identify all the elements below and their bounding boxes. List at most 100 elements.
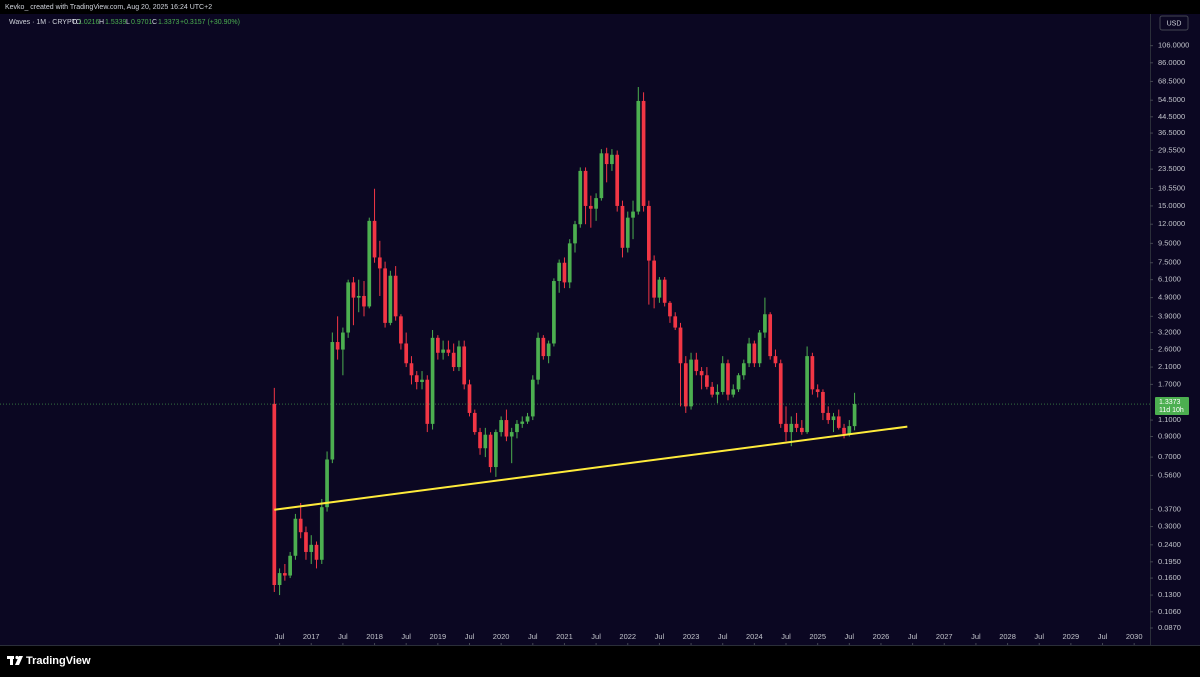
ohlc-value: 1.3373 [158, 19, 180, 26]
candle-body [736, 375, 741, 390]
candle-body [451, 352, 456, 368]
y-tick-label: 0.0870 [1158, 623, 1181, 632]
candle-body [799, 427, 804, 433]
candle-body [620, 205, 625, 248]
y-tick-label: 68.5000 [1158, 76, 1185, 85]
candle-body [815, 389, 820, 392]
y-tick-label: 2.6000 [1158, 345, 1181, 354]
candle-body [530, 379, 535, 417]
candle-body [794, 423, 799, 428]
x-tick-label: 2025 [809, 632, 826, 641]
candle-body [705, 375, 709, 387]
y-tick-label: 54.5000 [1158, 95, 1185, 104]
candle-body [588, 205, 593, 209]
candle-body [509, 432, 514, 437]
x-tick-label: Jul [401, 632, 411, 641]
candle-body [757, 332, 762, 364]
candle-body [668, 302, 672, 317]
x-tick-label: Jul [1098, 632, 1108, 641]
candle-body [636, 100, 641, 212]
candle-body [594, 198, 598, 209]
x-tick-label: 2017 [303, 632, 320, 641]
y-tick-label: 36.5000 [1158, 128, 1185, 137]
logo-shape [10, 656, 13, 665]
candle-body [298, 518, 303, 533]
y-tick-label: 2.1000 [1158, 362, 1181, 371]
candle-body [694, 359, 699, 372]
trendline [274, 425, 908, 511]
x-tick-label: Jul [528, 632, 538, 641]
candles [272, 87, 857, 596]
candle-body [404, 343, 409, 364]
x-tick-label: Jul [781, 632, 791, 641]
y-tick-label: 4.9000 [1158, 293, 1181, 302]
candle-body [657, 279, 662, 298]
x-tick-label: 2026 [873, 632, 890, 641]
candle-body [430, 337, 435, 424]
candle-body [710, 386, 715, 395]
candle-body [499, 420, 503, 433]
candle-body [414, 375, 419, 383]
candle-body [341, 332, 345, 350]
currency-box[interactable] [1159, 15, 1189, 31]
candle-body [810, 356, 815, 390]
x-tick-label: Jul [971, 632, 981, 641]
candle-body [293, 518, 298, 556]
candle-body [647, 205, 651, 261]
currency[interactable]: USD [1167, 20, 1182, 27]
x-tick-label: 2030 [1126, 632, 1143, 641]
candle-body [446, 349, 451, 353]
y-tick-label: 0.1600 [1158, 573, 1181, 582]
candle-body [720, 363, 725, 392]
x-tick-label: Jul [338, 632, 348, 641]
x-tick-label: Jul [465, 632, 475, 641]
candle-body [557, 262, 562, 282]
ohlc-value: 1.5339 [105, 19, 127, 26]
candle-body [847, 426, 852, 434]
y-tick-label: 86.0000 [1158, 58, 1185, 67]
candle-body [367, 220, 372, 307]
candle-body [472, 412, 477, 433]
candle-body [314, 544, 319, 560]
x-tick-label: 2022 [619, 632, 636, 641]
symbol: Waves · 1M · CRYPTO [9, 19, 82, 26]
candle-body [372, 220, 377, 258]
candle-body [726, 363, 730, 395]
x-tick-label: Jul [845, 632, 855, 641]
x-tick-label: 2028 [999, 632, 1016, 641]
y-tick-label: 12.0000 [1158, 219, 1185, 228]
candle-body [356, 295, 361, 298]
candle-body [778, 363, 783, 424]
candle-body [488, 434, 493, 468]
candle-body [335, 342, 340, 350]
ohlc-label: H [99, 19, 104, 26]
y-tick-label: 0.1060 [1158, 607, 1181, 616]
x-tick-label: 2019 [430, 632, 447, 641]
y-tick-label: 0.9000 [1158, 431, 1181, 440]
candle-body [457, 346, 461, 368]
candle-body [388, 275, 393, 323]
ohlc-label: L [126, 19, 130, 26]
candle-body [763, 314, 767, 333]
x-tick-label: Jul [275, 632, 285, 641]
y-tick-label: 106.0000 [1158, 41, 1189, 50]
y-tick-label: 1.1000 [1158, 415, 1181, 424]
y-tick-label: 44.5000 [1158, 112, 1185, 121]
candle-body [393, 275, 398, 317]
candle-body [821, 391, 825, 413]
candle-body [631, 211, 635, 218]
y-tick-label: 6.1000 [1158, 275, 1181, 284]
candle-body [319, 507, 324, 560]
candle-body [272, 403, 277, 586]
x-tick-label: Jul [655, 632, 665, 641]
candle-body [478, 432, 482, 449]
y-tick-label: 0.1300 [1158, 590, 1181, 599]
x-tick-label: 2029 [1063, 632, 1080, 641]
candle-body [615, 154, 620, 206]
logo-shape [15, 656, 23, 665]
y-tick-label: 18.5500 [1158, 184, 1185, 193]
x-tick-label: 2024 [746, 632, 763, 641]
candle-body [784, 423, 788, 433]
x-tick-label: Jul [1034, 632, 1044, 641]
change: +0.3157 (+30.90%) [180, 19, 240, 26]
